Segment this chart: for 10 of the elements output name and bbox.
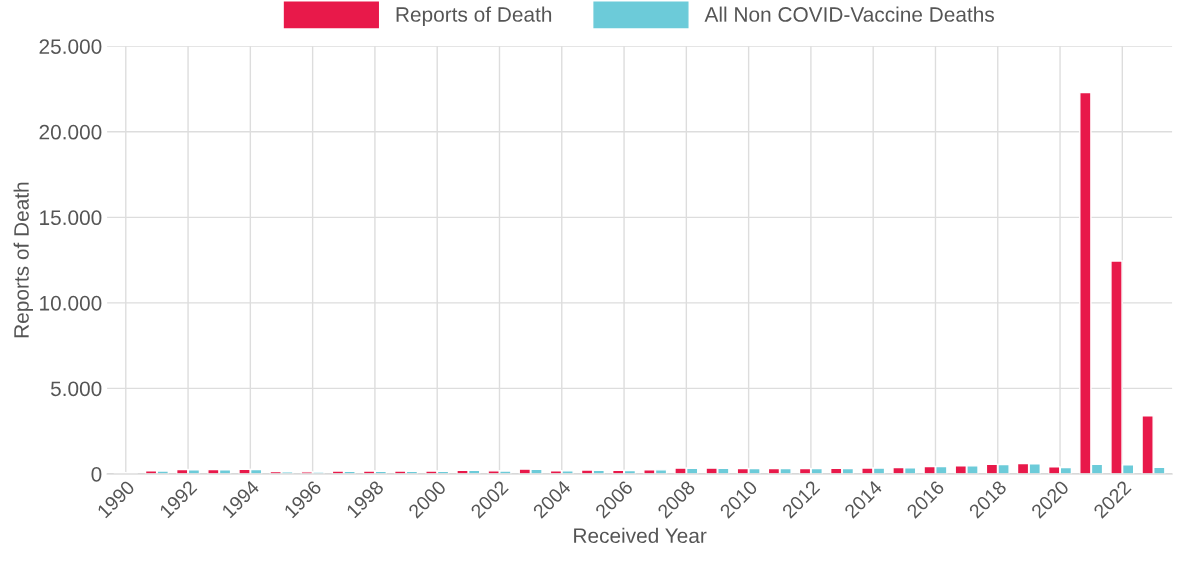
x-axis-title: Received Year [574,527,707,544]
y-tick-label: 15.000 [40,210,102,226]
legend-label: All Non COVID-Vaccine Deaths [704,6,994,22]
y-tick-label: 10.000 [40,295,102,311]
y-tick-label: 20.000 [39,124,102,140]
y-tick-label: 25.000 [39,39,102,54]
y-tick-label: 5.000 [50,381,102,397]
legend-label: Reports of Death [396,6,552,26]
y-axis-title: Reports of Death [13,182,33,338]
y-tick-label: 0 [91,466,102,482]
